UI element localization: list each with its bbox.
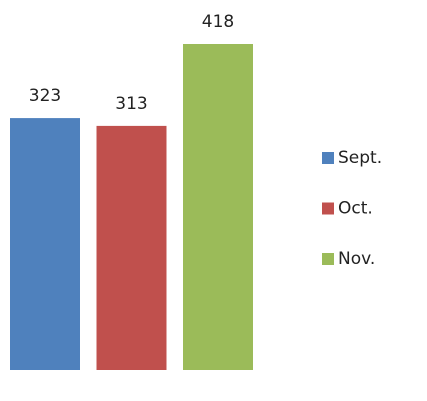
data-label: 323	[29, 86, 61, 106]
legend-swatch	[322, 202, 334, 215]
data-label: 313	[115, 94, 147, 114]
data-label: 418	[202, 12, 234, 32]
bar	[183, 44, 253, 370]
legend-swatch	[322, 253, 334, 265]
bar	[10, 118, 80, 370]
legend-swatch	[322, 152, 334, 164]
legend-label: Oct.	[338, 199, 373, 219]
legend-label: Nov.	[338, 249, 375, 269]
bar	[96, 125, 167, 370]
legend-label: Sept.	[338, 148, 382, 168]
